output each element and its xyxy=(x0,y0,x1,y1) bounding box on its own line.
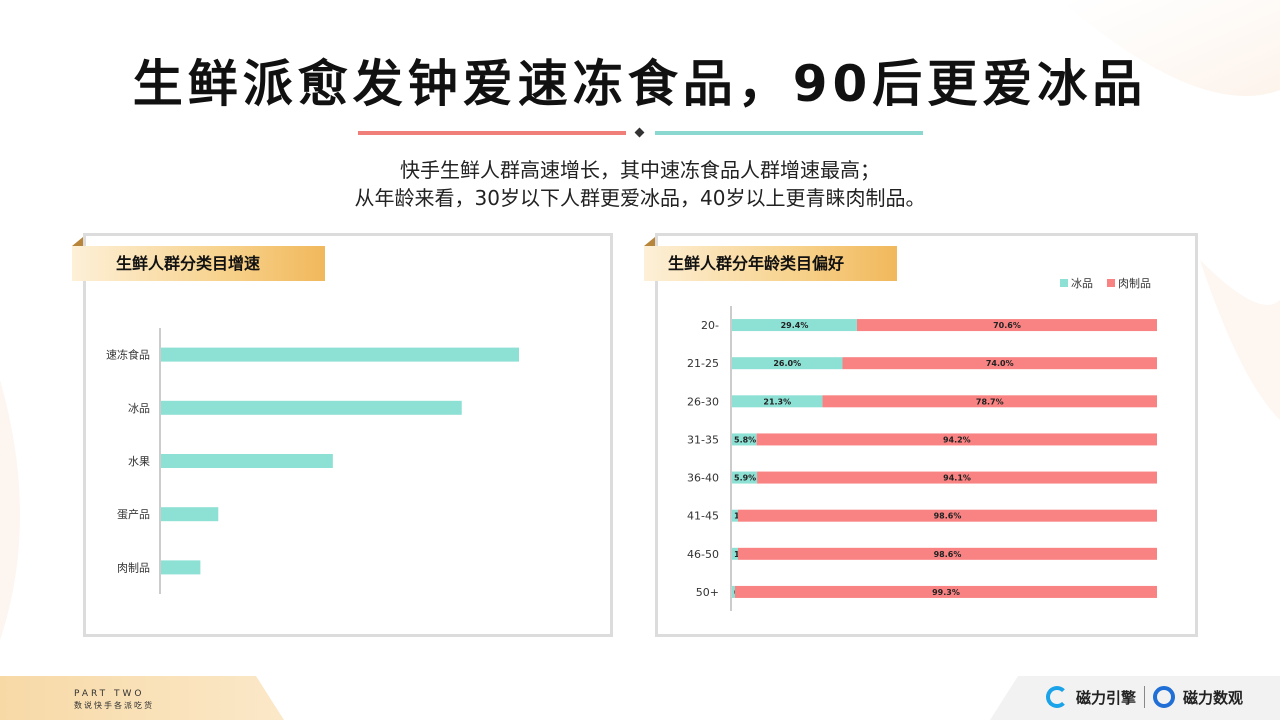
data-label: 78.7% xyxy=(976,397,1004,406)
growth-bar-chart: 速冻食品冰品水果蛋产品肉制品 xyxy=(86,236,610,634)
logo-separator xyxy=(1144,686,1146,708)
category-label: 41-45 xyxy=(687,510,719,523)
category-label: 21-25 xyxy=(687,357,719,370)
age-chart-title: 生鲜人群分年龄类目偏好 xyxy=(644,246,897,281)
page-title: 生鲜派愈发钟爱速冻食品，90后更爱冰品 xyxy=(132,55,1148,113)
age-stacked-bar-chart-svg: 20- 29.4% 70.6% 21-25 26.0% 74.0% 26-30 21.3% 78… xyxy=(687,306,1157,611)
subtitle-line-2: 从年龄来看，30岁以下人群更爱冰品，40岁以上更青睐肉制品。 xyxy=(354,186,926,210)
category-label: 肉制品 xyxy=(117,561,150,574)
bar-segment-ice xyxy=(732,395,823,408)
subtitle: 快手生鲜人群高速增长，其中速冻食品人群增速最高； 从年龄来看，30岁以下人群更爱… xyxy=(0,156,1280,212)
data-label: 5.9% xyxy=(734,474,756,483)
bar-segment-ice xyxy=(732,509,738,522)
data-label: 94.2% xyxy=(943,435,971,444)
logo-cili-engine: 磁力引擎 xyxy=(1076,688,1137,707)
legend-item-meat: 肉制品 xyxy=(1107,275,1151,291)
bar-segment-ice xyxy=(732,357,843,370)
ribbon-fold xyxy=(72,237,83,246)
data-label: 21.3% xyxy=(763,397,791,406)
bar xyxy=(161,560,201,575)
data-label: 29.4% xyxy=(781,321,809,330)
footer-tagline: 数说快手各派吃货 xyxy=(74,701,154,710)
bar-segment-meat xyxy=(734,585,1157,598)
category-label: 速冻食品 xyxy=(106,348,150,362)
title-divider xyxy=(0,126,1280,138)
data-label: 74.0% xyxy=(986,359,1014,368)
bar xyxy=(161,454,333,468)
growth-chart-title: 生鲜人群分类目增速 xyxy=(72,246,325,281)
category-label: 水果 xyxy=(128,455,150,468)
diamond-icon xyxy=(634,127,645,138)
bar-segment-meat xyxy=(856,319,1157,332)
bar xyxy=(161,507,219,522)
legend-swatch-ice xyxy=(1060,279,1068,287)
logo-cili-data: 磁力数观 xyxy=(1183,688,1244,707)
legend-item-ice: 冰品 xyxy=(1060,275,1093,291)
divider-right-line xyxy=(655,131,923,135)
legend-swatch-meat xyxy=(1107,279,1115,287)
bar-segment-meat xyxy=(842,357,1157,370)
bar-segment-ice xyxy=(732,547,738,560)
category-label: 蛋产品 xyxy=(117,507,150,521)
bar-segment-ice xyxy=(732,319,857,332)
category-label: 冰品 xyxy=(128,402,150,415)
age-chart-legend: 冰品 肉制品 xyxy=(1060,275,1151,291)
bar-segment-ice xyxy=(732,433,757,446)
cili-data-logo-icon xyxy=(1153,686,1176,708)
data-label: 70.6% xyxy=(993,321,1021,330)
data-label: 94.1% xyxy=(943,474,971,483)
subtitle-line-1: 快手生鲜人群高速增长，其中速冻食品人群增速最高； xyxy=(400,158,880,182)
legend-label-meat: 肉制品 xyxy=(1118,277,1151,290)
data-label: 98.6% xyxy=(934,550,962,559)
age-stacked-bar-chart: 20- 29.4% 70.6% 21-25 26.0% 74.0% 26-30 21.3% 78… xyxy=(658,236,1195,634)
data-label: 98.6% xyxy=(934,512,962,521)
bar-segment-meat xyxy=(757,471,1157,484)
data-label: 99.3% xyxy=(932,588,960,597)
bar-segment-meat xyxy=(737,509,1157,522)
bar-segment-meat xyxy=(822,395,1157,408)
category-label: 36-40 xyxy=(687,472,719,485)
cili-engine-logo-icon xyxy=(1046,686,1068,708)
bar-segment-ice xyxy=(732,585,735,598)
bar-segment-meat xyxy=(737,547,1157,560)
category-label: 20- xyxy=(701,319,719,332)
ribbon-fold xyxy=(644,237,655,246)
data-label: 26.0% xyxy=(773,359,801,368)
legend-label-ice: 冰品 xyxy=(1071,277,1093,290)
bar-segment-ice xyxy=(732,471,758,484)
category-label: 26-30 xyxy=(687,395,719,408)
category-label: 46-50 xyxy=(687,548,719,561)
category-label: 31-35 xyxy=(687,433,719,446)
bar xyxy=(161,400,462,415)
footer-part: PART TWO xyxy=(74,689,145,699)
footer-logos: 磁力引擎 磁力数观 xyxy=(1046,684,1243,710)
category-label: 50+ xyxy=(696,586,719,599)
data-label: 5.8% xyxy=(734,435,756,444)
divider-left-line xyxy=(358,131,626,135)
bar xyxy=(161,347,519,362)
bar-segment-meat xyxy=(756,433,1157,446)
footer-section-label: PART TWO 数说快手各派吃货 xyxy=(74,688,154,712)
